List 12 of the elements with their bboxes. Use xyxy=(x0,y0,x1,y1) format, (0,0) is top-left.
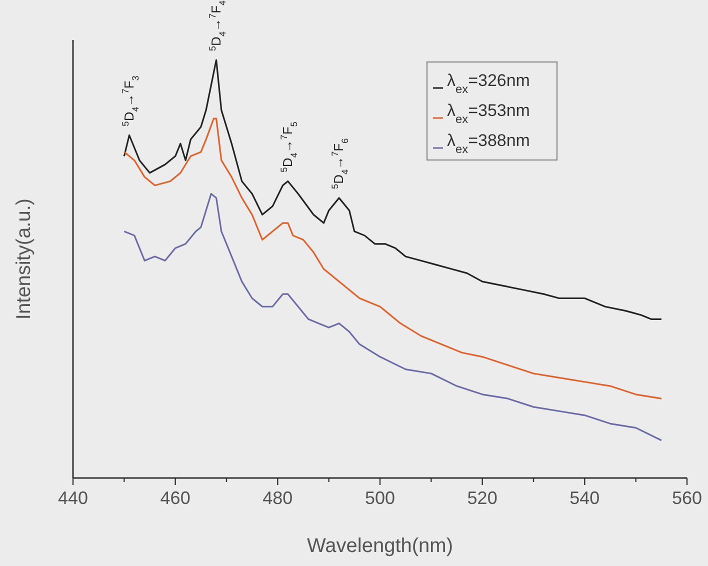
x-tick-label: 460 xyxy=(160,488,190,508)
legend-label: λ$_{ex}$=388nm xyxy=(447,131,530,156)
x-tick-label: 520 xyxy=(467,488,498,508)
y-axis-title: Intensity(a.u.) xyxy=(13,198,35,320)
x-axis-title: Wavelength(nm) xyxy=(307,535,453,557)
x-tick-label: 560 xyxy=(672,488,702,508)
x-tick-label: 440 xyxy=(58,488,88,508)
x-tick-label: 540 xyxy=(570,488,600,508)
x-tick-label: 480 xyxy=(262,488,293,508)
x-tick-label: 500 xyxy=(364,488,396,508)
legend-label: λ$_{ex}$=326nm xyxy=(447,71,530,96)
legend-label: λ$_{ex}$=353nm xyxy=(447,101,530,126)
